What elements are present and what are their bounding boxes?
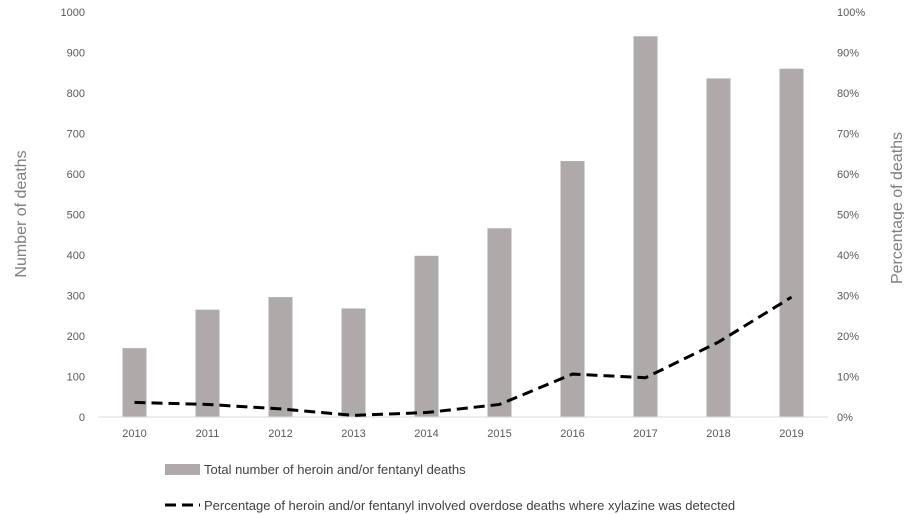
- y-tick-label: 100: [67, 372, 85, 384]
- y2-tick-label: 90%: [837, 48, 859, 60]
- y2-tick-label: 20%: [837, 331, 859, 343]
- y-axis-ticks: 0 100 200 300 400 500 600 700 800 900 1000: [61, 7, 85, 424]
- y2-tick-label: 50%: [837, 210, 859, 222]
- y2-tick-label: 60%: [837, 169, 859, 181]
- y-tick-label: 600: [67, 169, 85, 181]
- y2-axis-ticks: 0% 10% 20% 30% 40% 50% 60% 70% 80% 90% 100%: [837, 7, 865, 424]
- y2-tick-label: 40%: [837, 250, 859, 262]
- y2-tick-label: 100%: [837, 7, 865, 19]
- x-tick-label: 2017: [633, 428, 657, 440]
- y-tick-label: 400: [67, 250, 85, 262]
- y2-tick-label: 0%: [837, 412, 853, 424]
- y-tick-label: 700: [67, 129, 85, 141]
- x-tick-label: 2015: [487, 428, 511, 440]
- x-tick-label: 2012: [268, 428, 292, 440]
- y-tick-label: 0: [79, 412, 85, 424]
- y-tick-label: 300: [67, 291, 85, 303]
- bar-2013: [341, 308, 366, 417]
- bar-2018: [706, 78, 731, 418]
- bar-2010: [122, 348, 147, 417]
- y-tick-label: 200: [67, 331, 85, 343]
- y2-tick-label: 80%: [837, 88, 859, 100]
- y2-tick-label: 10%: [837, 372, 859, 384]
- bar-2019: [779, 68, 804, 417]
- x-tick-label: 2013: [341, 428, 365, 440]
- x-tick-label: 2019: [779, 428, 803, 440]
- y-tick-label: 1000: [61, 7, 85, 19]
- x-tick-label: 2018: [706, 428, 730, 440]
- y-axis-title: Number of deaths: [13, 150, 30, 277]
- y2-axis-title: Percentage of deaths: [889, 132, 904, 284]
- legend: Total number of heroin and/or fentanyl d…: [165, 462, 735, 513]
- bar-2015: [487, 228, 512, 417]
- bar-2012: [268, 297, 293, 417]
- x-tick-label: 2014: [414, 428, 438, 440]
- percentage-line: [134, 295, 793, 417]
- x-tick-label: 2016: [560, 428, 584, 440]
- x-tick-label: 2011: [196, 428, 220, 440]
- y2-tick-label: 30%: [837, 291, 859, 303]
- bar-series: [122, 36, 804, 418]
- legend-bar-swatch: [165, 464, 200, 475]
- y2-tick-label: 70%: [837, 129, 859, 141]
- bar-2014: [414, 255, 439, 417]
- y-tick-label: 800: [67, 88, 85, 100]
- y-tick-label: 500: [67, 210, 85, 222]
- x-tick-label: 2010: [122, 428, 146, 440]
- x-axis-ticks: 2010 2011 2012 2013 2014 2015 2016 2017 2018 2019: [122, 428, 803, 440]
- bar-2017: [633, 36, 658, 418]
- bar-2011: [195, 309, 220, 417]
- legend-bar-label: Total number of heroin and/or fentanyl d…: [204, 462, 466, 477]
- legend-line-label: Percentage of heroin and/or fentanyl inv…: [204, 498, 735, 513]
- y-tick-label: 900: [67, 48, 85, 60]
